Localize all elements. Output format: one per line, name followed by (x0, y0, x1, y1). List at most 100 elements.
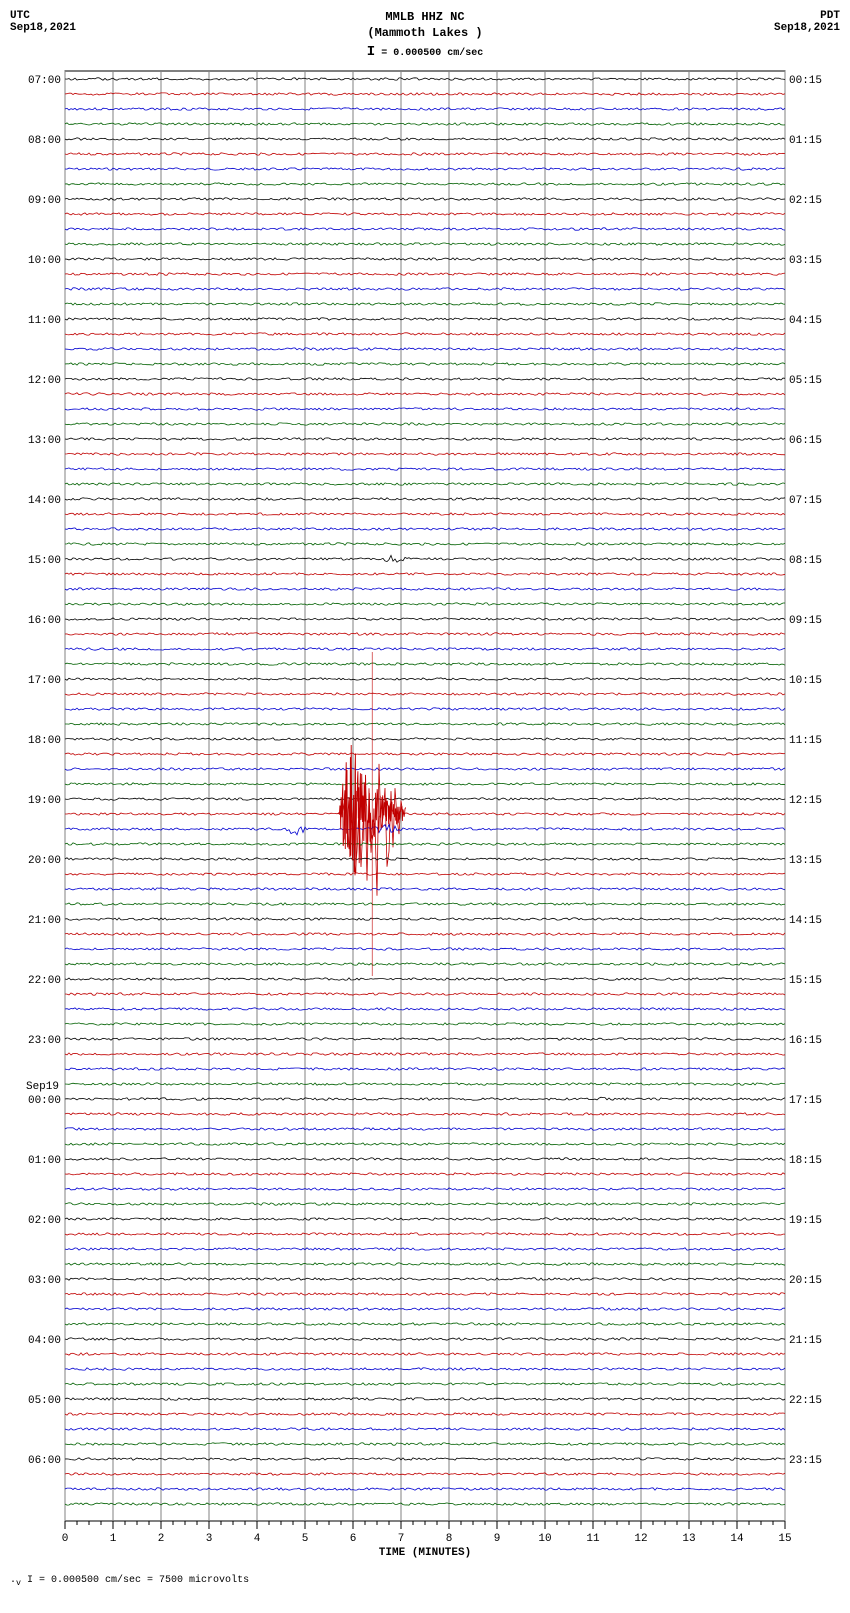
seismic-trace (65, 333, 785, 335)
x-tick-label: 7 (398, 1533, 405, 1545)
right-time-label: 01:15 (789, 135, 822, 147)
seismic-trace (65, 753, 785, 755)
left-time-label: 20:00 (28, 855, 61, 867)
right-time-label: 07:15 (789, 495, 822, 507)
left-time-label: 15:00 (28, 555, 61, 567)
left-time-label: 07:00 (28, 75, 61, 87)
right-date-label: Sep18,2021 (774, 22, 840, 34)
seismic-trace (65, 1338, 785, 1340)
seismic-trace (65, 1248, 785, 1250)
left-time-label: 06:00 (28, 1455, 61, 1467)
left-time-label: 18:00 (28, 735, 61, 747)
x-tick-label: 6 (350, 1533, 357, 1545)
seismic-trace (65, 93, 785, 95)
left-time-label: 01:00 (28, 1155, 61, 1167)
left-time-label: 13:00 (28, 435, 61, 447)
left-time-label: 02:00 (28, 1215, 61, 1227)
x-tick-label: 0 (62, 1533, 69, 1545)
seismic-trace (65, 1308, 785, 1310)
station-subtitle: (Mammoth Lakes ) (367, 26, 483, 42)
x-tick-label: 2 (158, 1533, 165, 1545)
right-time-label: 14:15 (789, 915, 822, 927)
seismic-trace (65, 408, 785, 410)
seismic-trace (65, 556, 785, 563)
seismic-trace (65, 1083, 785, 1085)
left-time-label: 10:00 (28, 255, 61, 267)
seismic-trace (65, 978, 785, 980)
seismic-trace (65, 303, 785, 305)
left-time-label: 03:00 (28, 1275, 61, 1287)
seismic-trace (65, 528, 785, 530)
seismic-trace (65, 1503, 785, 1505)
seismic-trace (65, 873, 785, 875)
x-tick-label: 1 (110, 1533, 117, 1545)
seismic-trace (65, 1428, 785, 1430)
right-time-label: 20:15 (789, 1275, 822, 1287)
left-time-label: 00:00 (28, 1095, 61, 1107)
left-time-label: 05:00 (28, 1395, 61, 1407)
x-tick-label: 14 (730, 1533, 744, 1545)
seismic-trace (65, 888, 785, 890)
x-tick-label: 15 (778, 1533, 791, 1545)
seismic-trace (65, 1173, 785, 1175)
seismic-trace (65, 378, 785, 380)
left-time-label: 21:00 (28, 915, 61, 927)
seismic-trace (65, 138, 785, 140)
seismic-trace (65, 903, 785, 905)
x-tick-label: 11 (586, 1533, 600, 1545)
seismic-trace (65, 363, 785, 365)
right-tz-label: PDT (774, 10, 840, 22)
left-date-label: Sep18,2021 (10, 22, 76, 34)
left-date-mark: Sep19 (26, 1081, 59, 1093)
seismic-trace (65, 1188, 785, 1190)
x-tick-label: 8 (446, 1533, 453, 1545)
right-time-label: 02:15 (789, 195, 822, 207)
seismic-trace (65, 1143, 785, 1145)
seismic-trace (65, 1203, 785, 1205)
seismic-trace (65, 663, 785, 665)
left-time-label: 17:00 (28, 675, 61, 687)
seismic-trace (65, 648, 785, 650)
seismic-trace (65, 1068, 785, 1070)
x-tick-label: 9 (494, 1533, 501, 1545)
right-time-label: 22:15 (789, 1395, 822, 1407)
seismic-trace (65, 1158, 785, 1160)
seismogram-chart: 07:0008:0009:0010:0011:0012:0013:0014:00… (10, 61, 840, 1561)
right-time-label: 08:15 (789, 555, 822, 567)
seismic-trace (65, 1473, 785, 1475)
seismic-trace (65, 273, 785, 275)
seismic-trace (65, 258, 785, 260)
seismic-trace (65, 633, 785, 636)
right-time-label: 03:15 (789, 255, 822, 267)
seismic-trace (65, 453, 785, 455)
left-time-label: 19:00 (28, 795, 61, 807)
seismic-trace (65, 768, 785, 770)
seismic-trace (65, 1293, 785, 1295)
left-time-label: 22:00 (28, 975, 61, 987)
seismic-trace (65, 108, 785, 110)
seismic-trace (65, 513, 785, 515)
x-tick-label: 4 (254, 1533, 261, 1545)
right-time-label: 04:15 (789, 315, 822, 327)
seismic-trace (65, 183, 785, 185)
seismic-trace (65, 963, 785, 965)
seismic-trace (65, 78, 785, 80)
seismic-trace (65, 723, 785, 725)
right-time-label: 15:15 (789, 975, 822, 987)
seismic-trace (65, 708, 785, 710)
seismic-trace (65, 1323, 785, 1325)
seismic-trace (65, 858, 785, 860)
right-time-label: 05:15 (789, 375, 822, 387)
seismic-trace (65, 318, 785, 320)
seismic-trace (65, 1008, 785, 1010)
right-time-label: 16:15 (789, 1035, 822, 1047)
station-title: MMLB HHZ NC (367, 10, 483, 26)
seismic-trace (65, 843, 785, 845)
seismic-trace (65, 243, 785, 245)
right-time-label: 11:15 (789, 735, 822, 747)
seismic-trace (65, 918, 785, 920)
seismic-trace (65, 153, 785, 155)
right-time-label: 18:15 (789, 1155, 822, 1167)
right-time-label: 23:15 (789, 1455, 822, 1467)
seismic-trace (65, 1128, 785, 1130)
